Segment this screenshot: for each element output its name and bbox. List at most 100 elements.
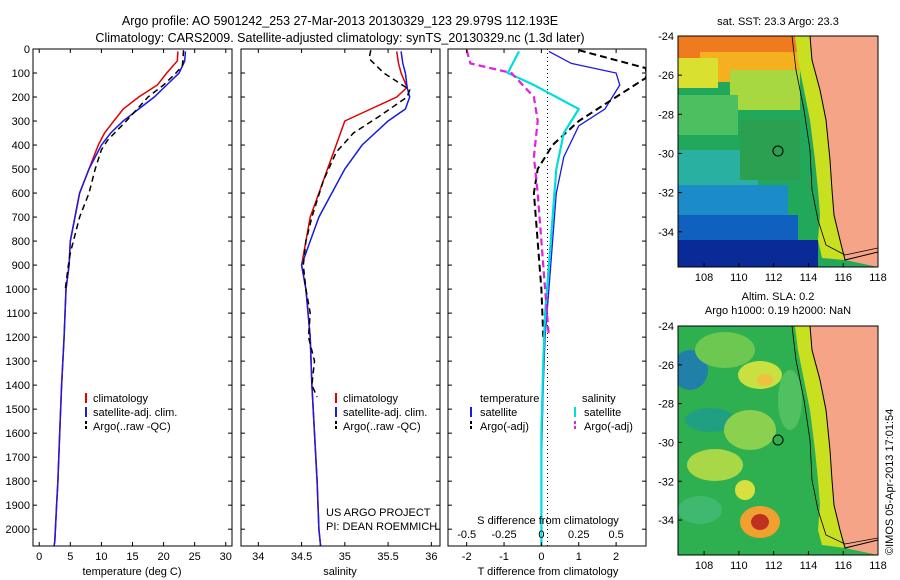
diff-frame [447, 48, 647, 547]
sst-map-title: sat. SST: 23.3 Argo: 23.3 [717, 16, 839, 28]
salinity-axes: 34 34.5 35 35.5 36 [240, 48, 441, 563]
sla-map-panel: Altim. SLA: 0.2 Argo h1000: 0.19 h2000: … [658, 291, 887, 572]
difference-x2label: S difference from climatology [477, 515, 619, 527]
map2-xtick-label: 114 [800, 560, 818, 572]
map2-ytick-label: -32 [658, 476, 674, 488]
diff-legend-label: Argo(-adj) [584, 421, 633, 433]
temp-xtick-label: 5 [67, 551, 73, 563]
temp-ytick-label: 300 [12, 116, 30, 128]
temp-ytick-label: 500 [12, 164, 30, 176]
diff-legend-label: satellite [480, 407, 517, 419]
map1-xtick-label: 114 [800, 272, 818, 284]
diff-legend-title: salinity [582, 393, 616, 405]
side-stamp: ©IMOS 05-Apr-2013 17:01:54 [884, 409, 896, 555]
temperature-xlabel: temperature (deg C) [82, 566, 181, 578]
diff-series-line [506, 50, 581, 546]
sla-map-title: Altim. SLA: 0.2 [742, 291, 815, 303]
temp-ytick-label: 400 [12, 140, 30, 152]
salinity-panel: 34 34.5 35 35.5 36 climatology satellite-adj.… [240, 48, 441, 578]
sst-map-field [678, 36, 878, 267]
temp-ytick-label: 2000 [6, 524, 30, 536]
temp-ytick-label: 1800 [6, 476, 30, 488]
header-line2: Climatology: CARS2009. Satellite-adjuste… [95, 31, 584, 45]
sla-argo-marker [772, 434, 784, 446]
temp-series-line [53, 51, 179, 546]
temp-ytick-label: 1600 [6, 428, 30, 440]
temp-xtick-label: 25 [189, 551, 201, 563]
sla-map-field [678, 326, 878, 555]
map1-xtick-label: 116 [834, 272, 852, 284]
temp-ytick-label: 1900 [6, 500, 30, 512]
temp-xtick-label: 10 [95, 551, 107, 563]
map1-ytick-label: -32 [658, 188, 674, 200]
difference-xlabel: T difference from climatology [478, 566, 619, 578]
sla-map-axes: 108 110 112 114 116 118 -24 -26 -28 -30 -32 -34 [658, 321, 887, 572]
sal-frame [240, 48, 441, 547]
temp-ytick-label: 800 [12, 236, 30, 248]
difference-axes: -2 -1 0 1 2 -0.5 -0.25 0 0.25 0.5 [447, 48, 647, 563]
map2-ytick-label: -28 [658, 399, 674, 411]
temperature-axes: 0 5 10 15 20 25 300100200300400500600700800900… [6, 44, 233, 563]
diff-x2tick-label: 0.5 [608, 529, 623, 541]
salinity-lines [300, 50, 411, 546]
map1-frame [677, 35, 879, 268]
salinity-xlabel: salinity [323, 566, 357, 578]
sal-xtick-label: 36 [425, 551, 437, 563]
temp-ytick-label: 700 [12, 212, 30, 224]
diff-series-line [540, 50, 621, 546]
salinity-annotation-1: US ARGO PROJECT [326, 507, 431, 519]
sal-xtick-label: 35 [339, 551, 351, 563]
diff-xtick-label: 2 [613, 551, 619, 563]
diff-legend-title: temperature [480, 393, 539, 405]
temp-ytick-label: 900 [12, 260, 30, 272]
temp-ytick-label: 1100 [6, 308, 30, 320]
salinity-legend: climatology satellite-adj. clim. Argo(..ra… [335, 393, 427, 433]
temp-ytick-label: 1200 [6, 332, 30, 344]
temp-legend-label: climatology [93, 393, 149, 405]
map2-xtick-label: 108 [695, 560, 713, 572]
temp-ytick-label: 1000 [6, 284, 30, 296]
difference-lines [465, 49, 646, 546]
map2-xtick-label: 118 [869, 560, 887, 572]
map1-xtick-label: 110 [730, 272, 748, 284]
sal-legend-label: satellite-adj. clim. [343, 407, 427, 419]
sla-map-subtitle: Argo h1000: 0.19 h2000: NaN [705, 305, 851, 317]
map1-ytick-label: -24 [658, 31, 674, 43]
diff-legend-label: Argo(-adj) [480, 421, 529, 433]
map1-xtick-label: 112 [765, 272, 783, 284]
map2-ytick-label: -30 [658, 437, 674, 449]
map2-ytick-label: -24 [658, 321, 674, 333]
temp-ytick-label: 100 [12, 68, 30, 80]
diff-x2tick-label: -0.5 [457, 529, 476, 541]
diff-legend-label: satellite [584, 407, 621, 419]
diff-xtick-label: -1 [499, 551, 509, 563]
map2-ytick-label: -26 [658, 360, 674, 372]
sal-xtick-label: 34.5 [291, 551, 312, 563]
map1-xtick-label: 108 [695, 272, 713, 284]
sal-series-line [300, 51, 408, 546]
sal-series-line [302, 50, 411, 398]
temperature-panel: 0 5 10 15 20 25 300100200300400500600700800900… [6, 44, 233, 578]
temperature-lines [53, 50, 187, 546]
map1-ytick-label: -28 [658, 109, 674, 121]
sal-xtick-label: 34 [252, 551, 264, 563]
sst-map-axes: 108 110 112 114 116 118 -24 -26 -28 -30 -32 -34 [658, 31, 887, 284]
map1-ytick-label: -34 [658, 227, 674, 239]
map1-xtick-label: 118 [869, 272, 887, 284]
sal-legend-label: Argo(..raw -QC) [343, 421, 421, 433]
diff-x2tick-label: 0 [538, 529, 544, 541]
temp-ytick-label: 1500 [6, 404, 30, 416]
diff-x2tick-label: 0.25 [568, 529, 589, 541]
map2-xtick-label: 116 [834, 560, 852, 572]
temp-ytick-label: 1400 [6, 380, 30, 392]
temp-xtick-label: 0 [36, 551, 42, 563]
temp-ytick-label: 600 [12, 188, 30, 200]
map2-frame [677, 325, 879, 556]
temp-ytick-label: 1300 [6, 356, 30, 368]
sst-map-panel: sat. SST: 23.3 Argo: 23.3 108 110 112 114 11… [658, 16, 887, 284]
header-line1: Argo profile: AO 5901242_253 27-Mar-2013… [122, 14, 558, 28]
temp-series-line [53, 51, 187, 546]
map2-xtick-label: 112 [765, 560, 783, 572]
temp-series-line [64, 50, 185, 290]
